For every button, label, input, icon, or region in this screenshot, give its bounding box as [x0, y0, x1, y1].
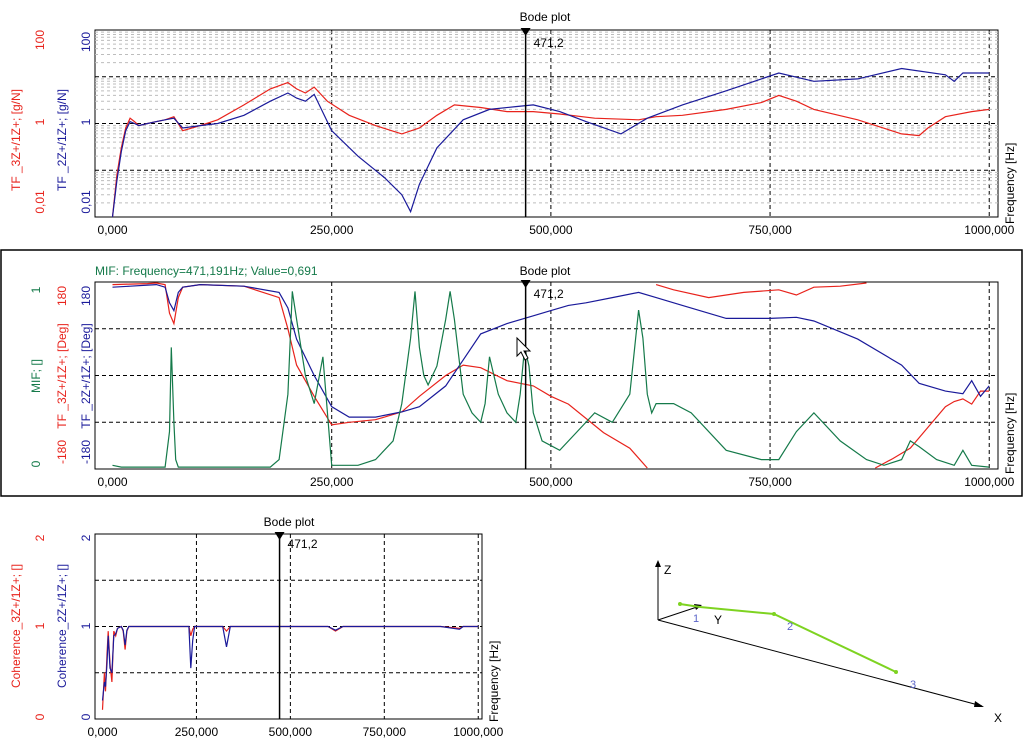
x-tick-label: 1000,000 — [453, 725, 503, 739]
geometry-z-arrow-icon — [655, 560, 661, 567]
geometry-y-axis — [657, 605, 701, 621]
x-tick-label: 0,000 — [87, 725, 117, 739]
middle-ytick-blue-180: 180 — [79, 286, 93, 306]
x-tick-label: 250,000 — [175, 725, 219, 739]
x-tick-label: 0,000 — [98, 475, 128, 489]
series-line-red — [112, 282, 648, 469]
bottom-x-tick-labels: 0,000 250,000 500,000 750,000 1000,000 — [87, 725, 503, 739]
top-ylabel-blue: TF _2Z+/1Z+; [g/N] — [55, 89, 69, 191]
bottom-ytick-red-1: 1 — [33, 622, 47, 629]
middle-x-tick-labels: 0,000 250,000 500,000 750,000 1000,000 — [98, 475, 1015, 489]
top-frequency-cursor[interactable] — [520, 28, 531, 217]
top-grid — [95, 30, 998, 218]
top-series — [111, 67, 990, 218]
x-tick-label: 750,000 — [748, 223, 792, 237]
x-tick-label: 1000,000 — [964, 223, 1014, 237]
bottom-ytick-red-2: 2 — [33, 534, 47, 541]
x-tick-label: 750,000 — [748, 475, 792, 489]
bottom-cursor-value: 471,2 — [288, 537, 318, 551]
series-line-red — [875, 390, 990, 469]
x-tick-label: 500,000 — [269, 725, 313, 739]
geometry-y-label: Y — [714, 613, 722, 627]
cursor-marker-icon[interactable] — [274, 532, 285, 540]
top-title: Bode plot — [520, 10, 571, 24]
bottom-ytick-blue-0: 0 — [79, 713, 93, 720]
top-ytick-blue-100: 100 — [79, 32, 93, 52]
geometry-x-axis — [657, 619, 983, 707]
bottom-frequency-cursor[interactable] — [274, 532, 285, 719]
geometry-point-label-3: 3 — [910, 679, 916, 691]
top-ytick-red-001: 0,01 — [33, 190, 47, 214]
mouse-pointer-icon — [516, 336, 532, 361]
bottom-ylabel-blue: Coherence_2Z+/1Z+; [] — [55, 564, 69, 688]
x-tick-label: 500,000 — [529, 475, 573, 489]
bottom-ytick-red-0: 0 — [33, 713, 47, 720]
middle-info-text: MIF: Frequency=471,191Hz; Value=0,691 — [95, 264, 318, 278]
bottom-coherence-panel[interactable]: 0,000 250,000 500,000 750,000 1000,000 Bode … — [9, 515, 504, 739]
top-ytick-blue-1: 1 — [79, 118, 93, 125]
x-tick-label: 1000,000 — [964, 475, 1014, 489]
middle-frequency-cursor[interactable] — [520, 280, 531, 469]
geometry-z-label: Z — [664, 563, 671, 577]
middle-phase-mif-panel[interactable]: 0,000 250,000 500,000 750,000 1000,000 MIF: … — [29, 264, 1017, 489]
geometry-x-arrow-icon — [974, 701, 984, 707]
top-ytick-red-100: 100 — [33, 30, 47, 50]
middle-cursor-value: 471,2 — [534, 287, 564, 301]
middle-ylabel-mif: MIF; [] — [29, 359, 43, 393]
middle-title: Bode plot — [520, 264, 571, 278]
top-magnitude-panel[interactable]: 0,000 250,000 500,000 750,000 1000,000 Bode … — [9, 10, 1017, 237]
middle-xaxis-label: Frequency [Hz] — [1003, 393, 1017, 474]
geometry-x-label: X — [994, 711, 1002, 725]
top-cursor-value: 471,2 — [534, 36, 564, 50]
x-tick-label: 250,000 — [310, 475, 354, 489]
bottom-ytick-blue-2: 2 — [79, 534, 93, 541]
cursor-marker-icon[interactable] — [520, 28, 531, 36]
middle-ytick-mif-0: 0 — [29, 460, 43, 467]
top-ytick-red-1: 1 — [33, 118, 47, 125]
top-ytick-blue-001: 0,01 — [79, 190, 93, 214]
middle-ytick-mif-1: 1 — [29, 286, 43, 293]
series-line-red — [655, 282, 867, 299]
middle-ytick-blue-neg180: -180 — [79, 440, 93, 464]
series-line-blue — [112, 283, 990, 418]
series-line-blue — [101, 625, 479, 701]
top-ylabel-red: TF _3Z+/1Z+; [g/N] — [9, 89, 23, 191]
cursor-marker-icon[interactable] — [520, 280, 531, 288]
middle-ylabel-red: TF _3Z+/1Z+; [Deg] — [55, 323, 69, 428]
geometry-3d-view[interactable]: Z Y X 1 2 3 — [655, 560, 1002, 725]
middle-ytick-red-neg180: -180 — [55, 440, 69, 464]
geometry-point-label-1: 1 — [693, 613, 699, 625]
series-line-blue — [111, 67, 990, 218]
geometry-point-label-2: 2 — [787, 621, 793, 633]
x-tick-label: 0,000 — [98, 223, 128, 237]
x-tick-label: 750,000 — [363, 725, 407, 739]
top-x-tick-labels: 0,000 250,000 500,000 750,000 1000,000 — [98, 223, 1015, 237]
x-tick-label: 500,000 — [529, 223, 573, 237]
middle-ylabel-blue: TF _2Z+/1Z+; [Deg] — [79, 323, 93, 428]
series-line-green — [112, 291, 990, 468]
middle-grid — [95, 282, 998, 469]
geometry-node-2[interactable] — [772, 612, 776, 616]
bottom-title: Bode plot — [264, 515, 315, 529]
bottom-series — [101, 625, 479, 710]
bottom-ytick-blue-1: 1 — [79, 622, 93, 629]
bottom-xaxis-label: Frequency [Hz] — [487, 641, 501, 722]
bottom-ylabel-red: Coherence_3Z+/1Z+; [] — [9, 564, 23, 688]
middle-series — [112, 282, 990, 469]
geometry-node-3[interactable] — [894, 670, 898, 674]
geometry-mode-shape — [679, 603, 897, 673]
middle-panel-border — [0, 249, 1023, 497]
geometry-node-1[interactable] — [678, 602, 682, 606]
top-xaxis-label: Frequency [Hz] — [1003, 143, 1017, 224]
x-tick-label: 250,000 — [310, 223, 354, 237]
middle-ytick-red-180: 180 — [55, 286, 69, 306]
